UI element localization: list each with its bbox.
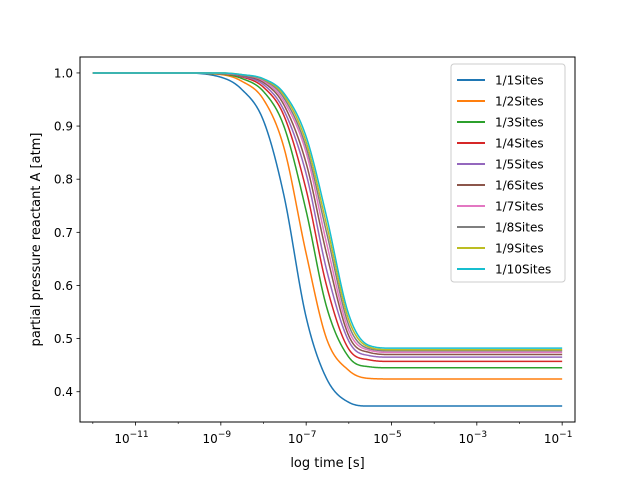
legend-label: 1/4Sites xyxy=(495,137,544,151)
y-tick-label: 0.7 xyxy=(54,226,73,240)
legend-label: 1/9Sites xyxy=(495,242,544,256)
series-line-10 xyxy=(92,72,563,349)
legend-label: 1/8Sites xyxy=(495,221,544,235)
x-tick-label: 10−5 xyxy=(373,430,402,446)
x-tick-label: 10−7 xyxy=(288,430,317,446)
plot-frame xyxy=(79,56,576,423)
y-tick-label: 0.8 xyxy=(54,173,73,187)
legend-label: 1/6Sites xyxy=(495,179,544,193)
y-axis-ticks: 0.4 0.5 0.6 0.7 0.8 0.9 1.0 xyxy=(54,66,80,399)
x-axis-label: log time [s] xyxy=(290,456,364,471)
legend-label: 1/2Sites xyxy=(495,95,544,109)
legend-label: 1/10Sites xyxy=(495,263,551,277)
y-tick-label: 0.5 xyxy=(54,332,73,346)
x-tick-label: 10−1 xyxy=(544,430,573,446)
legend-label: 1/3Sites xyxy=(495,116,544,130)
y-tick-label: 0.4 xyxy=(54,385,73,399)
x-tick-label: 10−3 xyxy=(459,430,488,446)
series-layer xyxy=(92,72,563,407)
x-axis-ticks: 10−11 10−9 10−7 10−5 10−3 10−1 xyxy=(92,422,573,446)
y-tick-label: 1.0 xyxy=(54,66,73,80)
legend-label: 1/5Sites xyxy=(495,158,544,172)
y-tick-label: 0.9 xyxy=(54,120,73,134)
x-tick-label: 10−9 xyxy=(203,430,232,446)
x-tick-label: 10−11 xyxy=(114,430,148,446)
legend: 1/1Sites 1/2Sites 1/3Sites 1/4Sites 1/5Sites… xyxy=(450,63,566,283)
y-tick-label: 0.6 xyxy=(54,279,73,293)
series-line-1 xyxy=(92,72,563,407)
y-axis-label: partial pressure reactant A [atm] xyxy=(29,133,44,347)
legend-label: 1/7Sites xyxy=(495,200,544,214)
legend-label: 1/1Sites xyxy=(495,74,544,88)
